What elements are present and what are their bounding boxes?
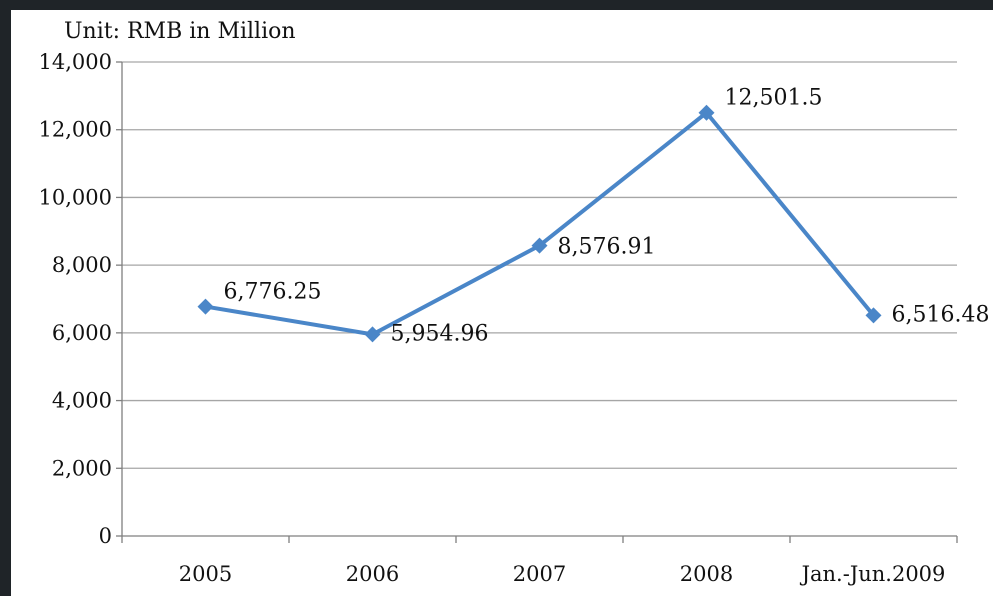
- data-point-marker: [364, 326, 381, 343]
- unit-label: Unit: RMB in Million: [64, 19, 296, 44]
- axes: [116, 61, 958, 543]
- data-label: 6,776.25: [224, 280, 322, 305]
- x-tick-label: 2005: [179, 562, 232, 586]
- y-tick-label: 0: [99, 524, 112, 548]
- labels: Unit: RMB in Million 0 2,000 4,000 6,000 8,0…: [39, 19, 990, 586]
- gridlines: [122, 61, 957, 469]
- data-point-marker: [197, 298, 214, 315]
- data-point-marker: [531, 237, 548, 254]
- x-tick-label: 2006: [346, 562, 399, 586]
- y-tick-label: 12,000: [39, 118, 112, 142]
- y-tick-label: 6,000: [52, 321, 112, 345]
- data-label: 6,516.48: [892, 302, 990, 327]
- chart-panel: Unit: RMB in Million 0 2,000 4,000 6,000 8,0…: [11, 10, 993, 596]
- x-tick-label: Jan.-Jun.2009: [800, 562, 946, 586]
- y-tick-label: 8,000: [52, 253, 112, 277]
- data-label: 8,576.91: [558, 235, 656, 260]
- data-point-marker: [698, 104, 715, 121]
- y-tick-label: 14,000: [39, 50, 112, 74]
- x-tick-label: 2008: [680, 562, 733, 586]
- data-point-marker: [865, 307, 882, 324]
- y-tick-label: 2,000: [52, 456, 112, 480]
- x-tick-label: 2007: [513, 562, 566, 586]
- line-chart: Unit: RMB in Million 0 2,000 4,000 6,000 8,0…: [39, 19, 990, 586]
- series-revenue: [197, 104, 882, 343]
- data-label: 12,501.5: [725, 86, 823, 111]
- data-label: 5,954.96: [391, 321, 489, 346]
- y-tick-label: 10,000: [39, 185, 112, 209]
- y-tick-label: 4,000: [52, 389, 112, 413]
